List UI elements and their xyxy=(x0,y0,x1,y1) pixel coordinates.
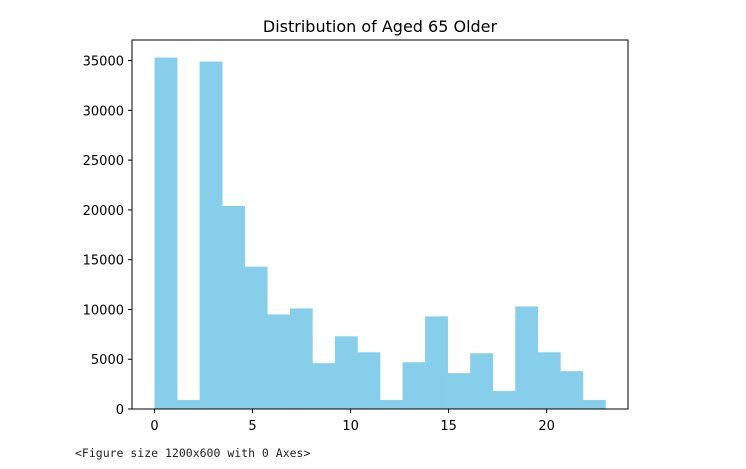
y-tick-label: 10000 xyxy=(83,303,124,318)
figure-output-text: <Figure size 1200x600 with 0 Axes> xyxy=(75,446,311,460)
histogram-bar xyxy=(222,205,246,409)
histogram-bar xyxy=(515,306,539,409)
histogram-bar xyxy=(357,352,381,409)
histogram-bar xyxy=(267,314,291,409)
histogram-bar xyxy=(289,308,313,409)
x-axis-ticks: 0 5 10 15 20 xyxy=(150,409,555,434)
histogram-bar xyxy=(199,61,223,410)
histogram-bar xyxy=(177,400,200,409)
y-tick-label: 25000 xyxy=(83,154,124,169)
axes-frame xyxy=(131,39,629,410)
histogram-bar xyxy=(334,336,358,409)
histogram-bar xyxy=(470,353,494,409)
y-axis-ticks: 0 5000 10000 15000 20000 25000 30000 35000 xyxy=(83,55,132,418)
x-tick-label: 0 xyxy=(150,419,158,434)
histogram-bar xyxy=(380,400,403,409)
bars-group xyxy=(154,57,606,410)
histogram-bar xyxy=(537,352,561,409)
y-tick-label: 35000 xyxy=(83,55,124,70)
x-tick-label: 15 xyxy=(440,419,457,434)
histogram-bar xyxy=(582,400,606,409)
histogram-bar xyxy=(312,363,336,409)
y-tick-label: 15000 xyxy=(83,254,124,269)
histogram-bar xyxy=(154,57,178,409)
histogram-bar xyxy=(402,362,426,409)
x-tick-label: 20 xyxy=(538,419,555,434)
histogram-bar xyxy=(244,266,268,409)
x-tick-label: 10 xyxy=(342,419,359,434)
y-tick-label: 5000 xyxy=(91,353,124,368)
x-tick-label: 5 xyxy=(248,419,256,434)
histogram-bar xyxy=(492,391,516,409)
histogram-bar xyxy=(425,316,448,409)
histogram-bar xyxy=(447,373,471,409)
y-tick-label: 0 xyxy=(116,403,124,418)
chart-title: Distribution of Aged 65 Older xyxy=(263,17,498,36)
y-tick-label: 30000 xyxy=(83,104,124,119)
y-tick-label: 20000 xyxy=(83,204,124,219)
histogram-bar xyxy=(560,371,584,409)
